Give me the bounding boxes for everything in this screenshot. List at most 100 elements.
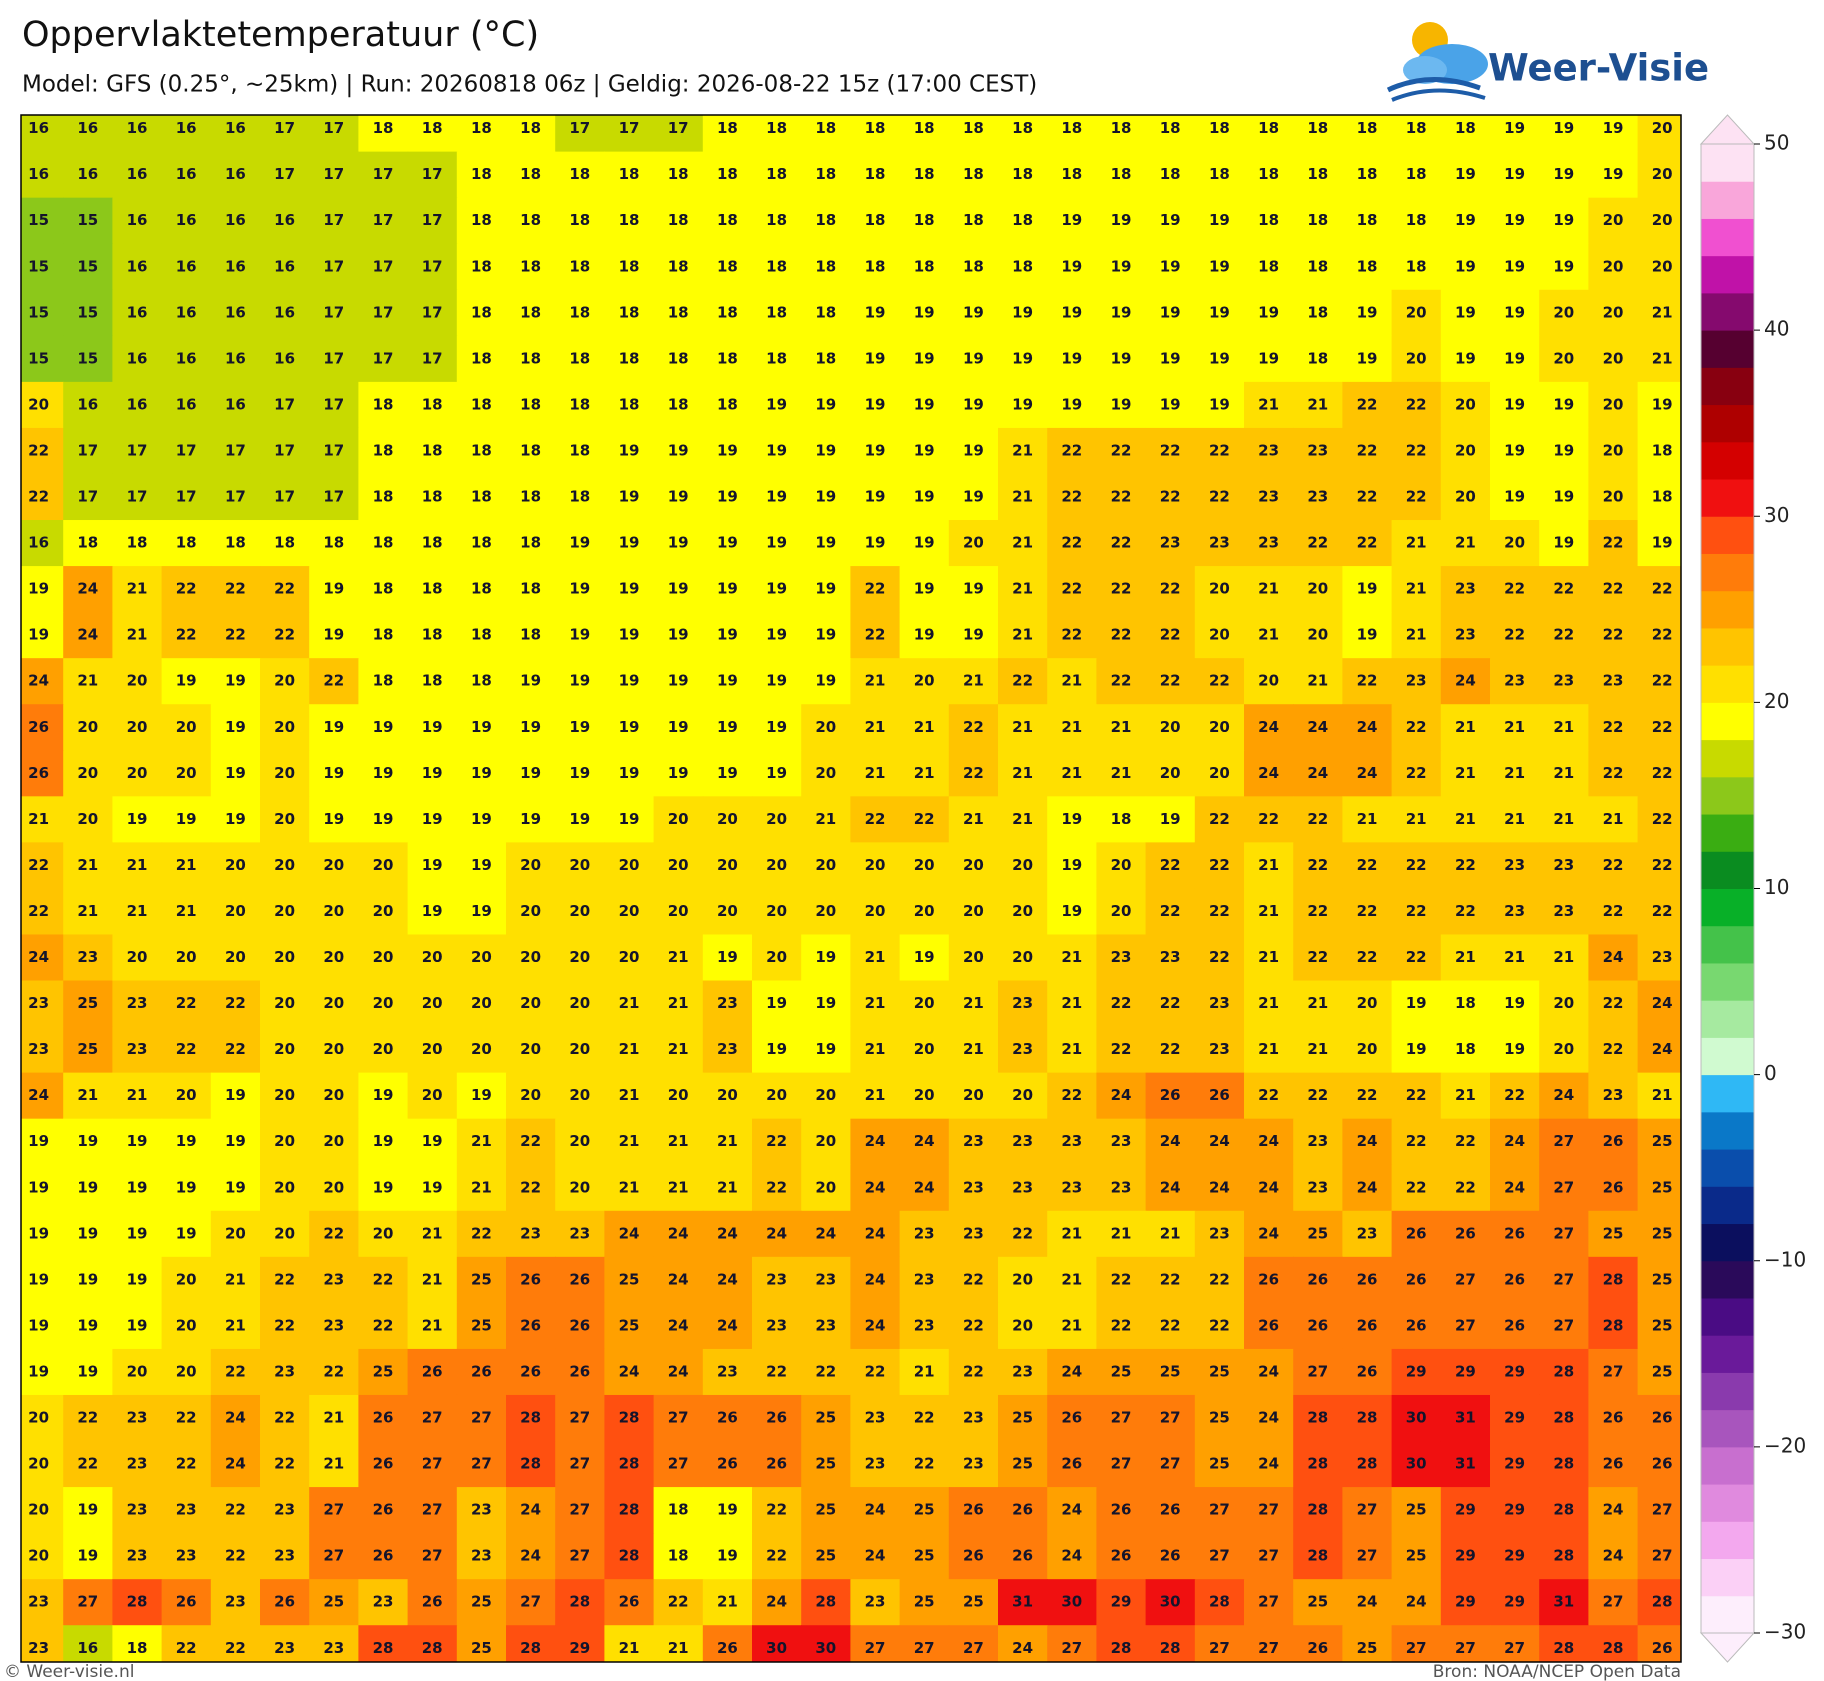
temperature-label: 19 xyxy=(569,672,590,690)
grid-cell xyxy=(1244,197,1294,245)
temperature-label: 16 xyxy=(225,349,246,367)
temperature-label: 19 xyxy=(569,810,590,828)
grid-cell xyxy=(1391,115,1442,153)
temperature-label: 23 xyxy=(225,1593,246,1611)
temperature-label: 25 xyxy=(1603,1224,1624,1242)
temperature-label: 18 xyxy=(520,626,541,644)
grid-cell xyxy=(1342,842,1393,890)
grid-cell xyxy=(112,1026,163,1074)
temperature-label: 27 xyxy=(1061,1639,1082,1657)
grid-cell xyxy=(407,1026,458,1074)
grid-cell xyxy=(948,1579,999,1626)
grid-cell xyxy=(112,1394,163,1442)
grid-cell xyxy=(63,1533,113,1580)
temperature-label: 22 xyxy=(274,1316,295,1334)
grid-cell xyxy=(1293,243,1343,291)
temperature-label: 27 xyxy=(471,1409,492,1427)
grid-cell xyxy=(801,473,851,521)
grid-cell xyxy=(1588,796,1639,843)
temperature-label: 21 xyxy=(422,1270,443,1288)
temperature-label: 22 xyxy=(1603,764,1624,782)
footer-right: Bron: NOAA/NCEP Open Data xyxy=(1433,1662,1681,1681)
temperature-label: 18 xyxy=(1012,119,1033,137)
temperature-label: 24 xyxy=(668,1316,689,1334)
grid-cell xyxy=(1194,796,1245,843)
temperature-label: 30 xyxy=(815,1639,836,1657)
grid-cell xyxy=(1440,1164,1491,1212)
temperature-label: 22 xyxy=(1603,580,1624,598)
grid-cell xyxy=(998,335,1048,383)
temperature-label: 21 xyxy=(1652,303,1673,321)
grid-cell xyxy=(850,704,901,751)
temperature-label: 23 xyxy=(963,1224,984,1242)
grid-cell xyxy=(1391,1072,1442,1120)
grid-cell xyxy=(1047,1487,1097,1534)
grid-cell xyxy=(210,1348,261,1396)
temperature-label: 16 xyxy=(77,1639,98,1657)
temperature-label: 19 xyxy=(28,1224,49,1242)
temperature-label: 21 xyxy=(815,810,836,828)
temperature-label: 20 xyxy=(422,994,443,1012)
temperature-label: 17 xyxy=(77,488,98,506)
temperature-label: 24 xyxy=(1258,1409,1279,1427)
temperature-label: 19 xyxy=(77,1547,98,1565)
temperature-label: 20 xyxy=(1553,349,1574,367)
temperature-label: 18 xyxy=(914,257,935,275)
grid-cell xyxy=(752,243,802,291)
temperature-label: 16 xyxy=(225,395,246,413)
temperature-label: 22 xyxy=(1455,902,1476,920)
temperature-label: 24 xyxy=(28,1086,49,1104)
grid-cell xyxy=(210,151,261,199)
grid-cell xyxy=(1440,612,1491,659)
temperature-label: 22 xyxy=(1061,441,1082,459)
grid-cell xyxy=(1391,1625,1442,1662)
temperature-label: 22 xyxy=(1209,810,1230,828)
grid-cell xyxy=(653,1441,704,1488)
grid-cell xyxy=(899,115,950,153)
grid-cell xyxy=(1588,335,1639,383)
grid-cell xyxy=(998,1256,1048,1304)
grid-cell xyxy=(801,1302,851,1350)
temperature-label: 23 xyxy=(1258,441,1279,459)
grid-cell xyxy=(506,980,556,1028)
grid-cell xyxy=(1637,750,1681,797)
temperature-label: 19 xyxy=(1504,1040,1525,1058)
temperature-label: 19 xyxy=(1160,257,1181,275)
temperature-label: 25 xyxy=(323,1593,344,1611)
temperature-label: 20 xyxy=(1652,165,1673,183)
temperature-label: 18 xyxy=(569,441,590,459)
grid-cell xyxy=(112,934,163,982)
grid-cell xyxy=(1440,1487,1491,1534)
temperature-label: 23 xyxy=(176,1501,197,1519)
temperature-label: 23 xyxy=(1307,1178,1328,1196)
grid-cell xyxy=(1391,842,1442,890)
grid-cell xyxy=(801,289,851,337)
grid-cell xyxy=(21,197,64,245)
grid-cell xyxy=(1490,566,1540,613)
grid-cell xyxy=(358,658,409,705)
temperature-label: 18 xyxy=(520,165,541,183)
grid-cell xyxy=(752,888,802,936)
temperature-label: 20 xyxy=(520,1040,541,1058)
temperature-label: 22 xyxy=(77,1409,98,1427)
grid-cell xyxy=(1096,1256,1147,1304)
temperature-label: 26 xyxy=(373,1501,394,1519)
temperature-label: 16 xyxy=(274,349,295,367)
temperature-label: 21 xyxy=(1504,764,1525,782)
temperature-label: 28 xyxy=(815,1593,836,1611)
grid-cell xyxy=(998,1441,1048,1488)
grid-cell xyxy=(948,1533,999,1580)
grid-cell xyxy=(1490,1210,1540,1258)
temperature-label: 19 xyxy=(471,856,492,874)
grid-cell xyxy=(1047,115,1097,153)
temperature-label: 20 xyxy=(176,764,197,782)
grid-cell xyxy=(555,289,605,337)
grid-cell xyxy=(1440,888,1491,936)
temperature-label: 19 xyxy=(1160,349,1181,367)
grid-cell xyxy=(555,566,605,613)
grid-cell xyxy=(21,612,64,659)
temperature-label: 19 xyxy=(1504,488,1525,506)
grid-cell xyxy=(309,566,359,613)
temperature-label: 20 xyxy=(1504,534,1525,552)
temperature-label: 21 xyxy=(225,1316,246,1334)
